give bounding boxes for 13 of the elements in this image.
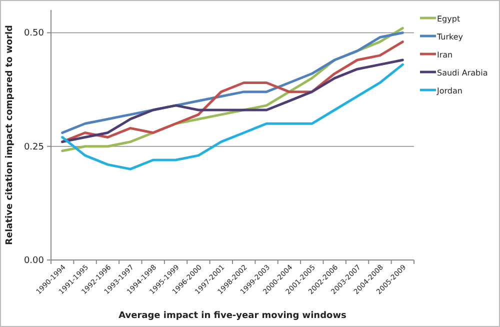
- line-series: [61, 40, 404, 144]
- y-tick-label: 0.00: [24, 256, 44, 266]
- line-series: [61, 63, 404, 170]
- x-axis-title: Average impact in five-year moving windows: [118, 311, 346, 321]
- y-tick-label: 0.25: [24, 142, 44, 152]
- legend-label: Saudi Arabia: [437, 68, 488, 78]
- legend-label: Turkey: [436, 32, 464, 42]
- legend-label: Egypt: [437, 14, 460, 24]
- y-tick-label: 0.50: [24, 28, 44, 39]
- legend-label: Jordan: [436, 86, 462, 96]
- line-series: [61, 58, 404, 144]
- y-axis-title: Relative citation impact compared to world: [5, 25, 15, 245]
- legend-label: Iran: [437, 50, 453, 60]
